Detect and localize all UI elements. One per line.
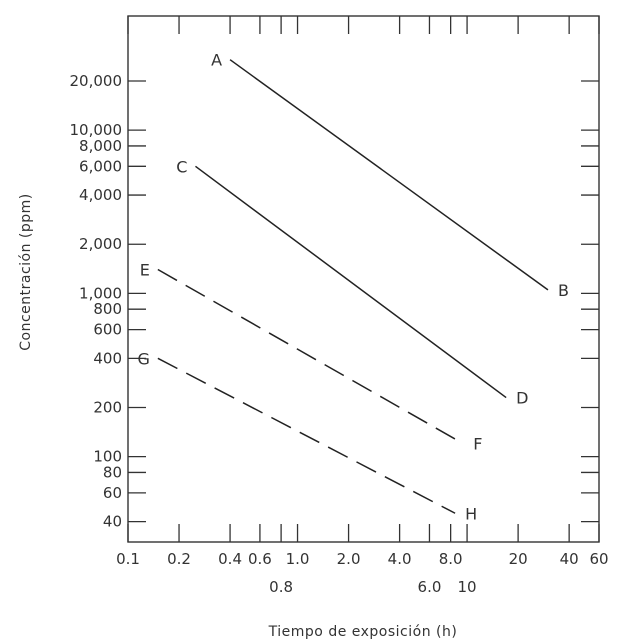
- series-end-label: B: [558, 281, 569, 300]
- series-start-label: E: [140, 261, 150, 280]
- series-end-label: D: [516, 389, 528, 408]
- y-tick-label: 6,000: [79, 157, 122, 175]
- x-tick-label: 2.0: [337, 550, 361, 568]
- x-tick-label: 0.2: [167, 550, 191, 568]
- x-tick-label: 0.4: [218, 550, 242, 568]
- x-tick-label: 4.0: [388, 550, 412, 568]
- y-tick-label: 800: [93, 300, 122, 318]
- x-tick-label: 10: [458, 578, 477, 596]
- x-axis-title: Tiempo de exposición (h): [268, 624, 458, 640]
- x-tick-label: 0.8: [269, 578, 293, 596]
- series-line: [229, 59, 549, 291]
- y-tick-label: 1,000: [79, 284, 122, 302]
- y-tick-label: 10,000: [70, 121, 123, 139]
- series-end-label: F: [473, 435, 482, 454]
- series-end-label: H: [465, 504, 477, 523]
- y-tick-label: 600: [93, 321, 122, 339]
- y-tick-label: 8,000: [79, 137, 122, 155]
- x-tick-label: 0.1: [116, 550, 140, 568]
- y-tick-label: 40: [103, 513, 122, 531]
- y-tick-label: 80: [103, 463, 122, 481]
- y-tick-label: 200: [93, 398, 122, 416]
- y-tick-label: 4,000: [79, 186, 122, 204]
- x-tick-label: 6.0: [418, 578, 442, 596]
- x-tick-label: 40: [560, 550, 579, 568]
- x-tick-label: 8.0: [439, 550, 463, 568]
- x-tick-label: 0.6: [248, 550, 272, 568]
- x-tick-label: 20: [509, 550, 528, 568]
- y-axis-title: Concentración (ppm): [18, 193, 34, 351]
- x-tick-label: 1.0: [286, 550, 310, 568]
- x-tick-label: 60: [589, 550, 608, 568]
- y-tick-label: 20,000: [70, 72, 123, 90]
- series-start-label: G: [137, 349, 149, 368]
- x-axis-ticks: 0.1 0.2 0.4 0.6 0.8 1.0 2.0 4.0 6.0 8.0 10 20 40 60: [116, 16, 609, 596]
- y-tick-label: 100: [93, 448, 122, 466]
- plot-frame: [127, 15, 600, 543]
- series-layer: A B C D E F G H: [137, 51, 569, 524]
- series-start-label: A: [211, 51, 222, 70]
- series-line: [157, 357, 456, 514]
- series-line: [157, 268, 464, 445]
- y-tick-label: 400: [93, 349, 122, 367]
- series-line: [195, 165, 507, 399]
- y-tick-label: 60: [103, 484, 122, 502]
- y-tick-label: 2,000: [79, 235, 122, 253]
- series-start-label: C: [176, 157, 187, 176]
